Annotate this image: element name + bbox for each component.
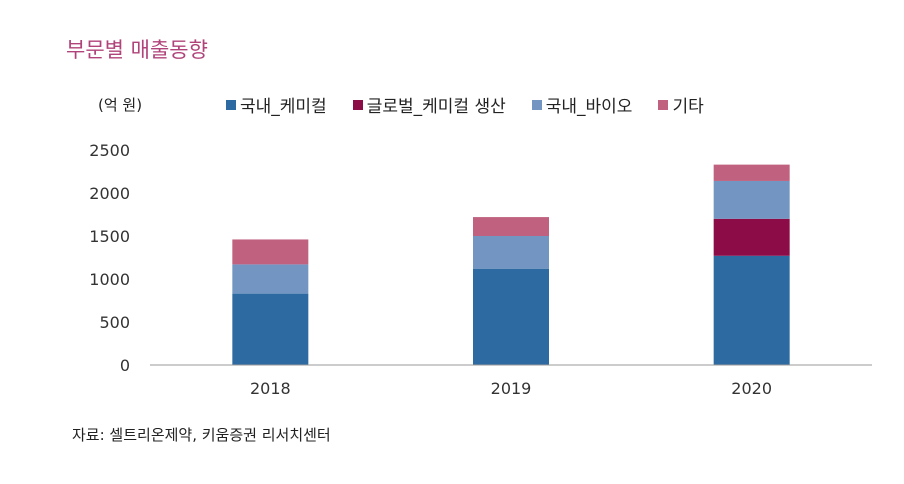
y-tick-label: 500 [99,313,130,332]
legend-item: 국내_바이오 [531,92,633,117]
x-tick-label: 2018 [250,379,291,398]
x-tick-label: 2020 [731,379,772,398]
bar-segment [473,236,549,269]
legend: 국내_케미컬 글로벌_케미컬 생산 국내_바이오 기타 [226,92,704,117]
bar-segment [473,268,549,365]
source-note: 자료: 셀트리온제약, 키움증권 리서치센터 [72,426,331,444]
legend-swatch [658,99,669,110]
legend-label: 국내_케미컬 [240,97,327,117]
bar-segment [713,180,790,219]
y-tick-label: 2500 [89,141,130,160]
legend-item: 국내_케미컬 [226,92,327,117]
y-tick-label: 1500 [89,227,130,246]
legend-swatch [352,99,363,110]
legend-swatch [226,99,236,110]
bar-segment [232,239,309,265]
y-tick-label: 2000 [89,184,130,203]
bar-segment [473,217,549,236]
unit-label: (억 원) [98,96,143,114]
x-tick-label: 2019 [491,379,532,398]
bar-segment [713,164,790,181]
legend-label: 기타 [672,97,704,117]
legend-label: 국내_바이오 [545,97,633,117]
bar-segment [713,218,790,256]
bar-segment [713,255,790,365]
y-tick-label: 1000 [89,270,130,289]
legend-item: 글로벌_케미컬 생산 [352,92,506,117]
legend-swatch [531,99,542,110]
legend-label: 글로벌_케미컬 생산 [366,97,506,117]
bar-segment [232,293,309,365]
bar-segment [232,264,309,294]
chart-title: 부문별 매출동향 [66,38,208,62]
y-tick-label: 0 [120,356,130,375]
legend-item: 기타 [658,92,704,117]
